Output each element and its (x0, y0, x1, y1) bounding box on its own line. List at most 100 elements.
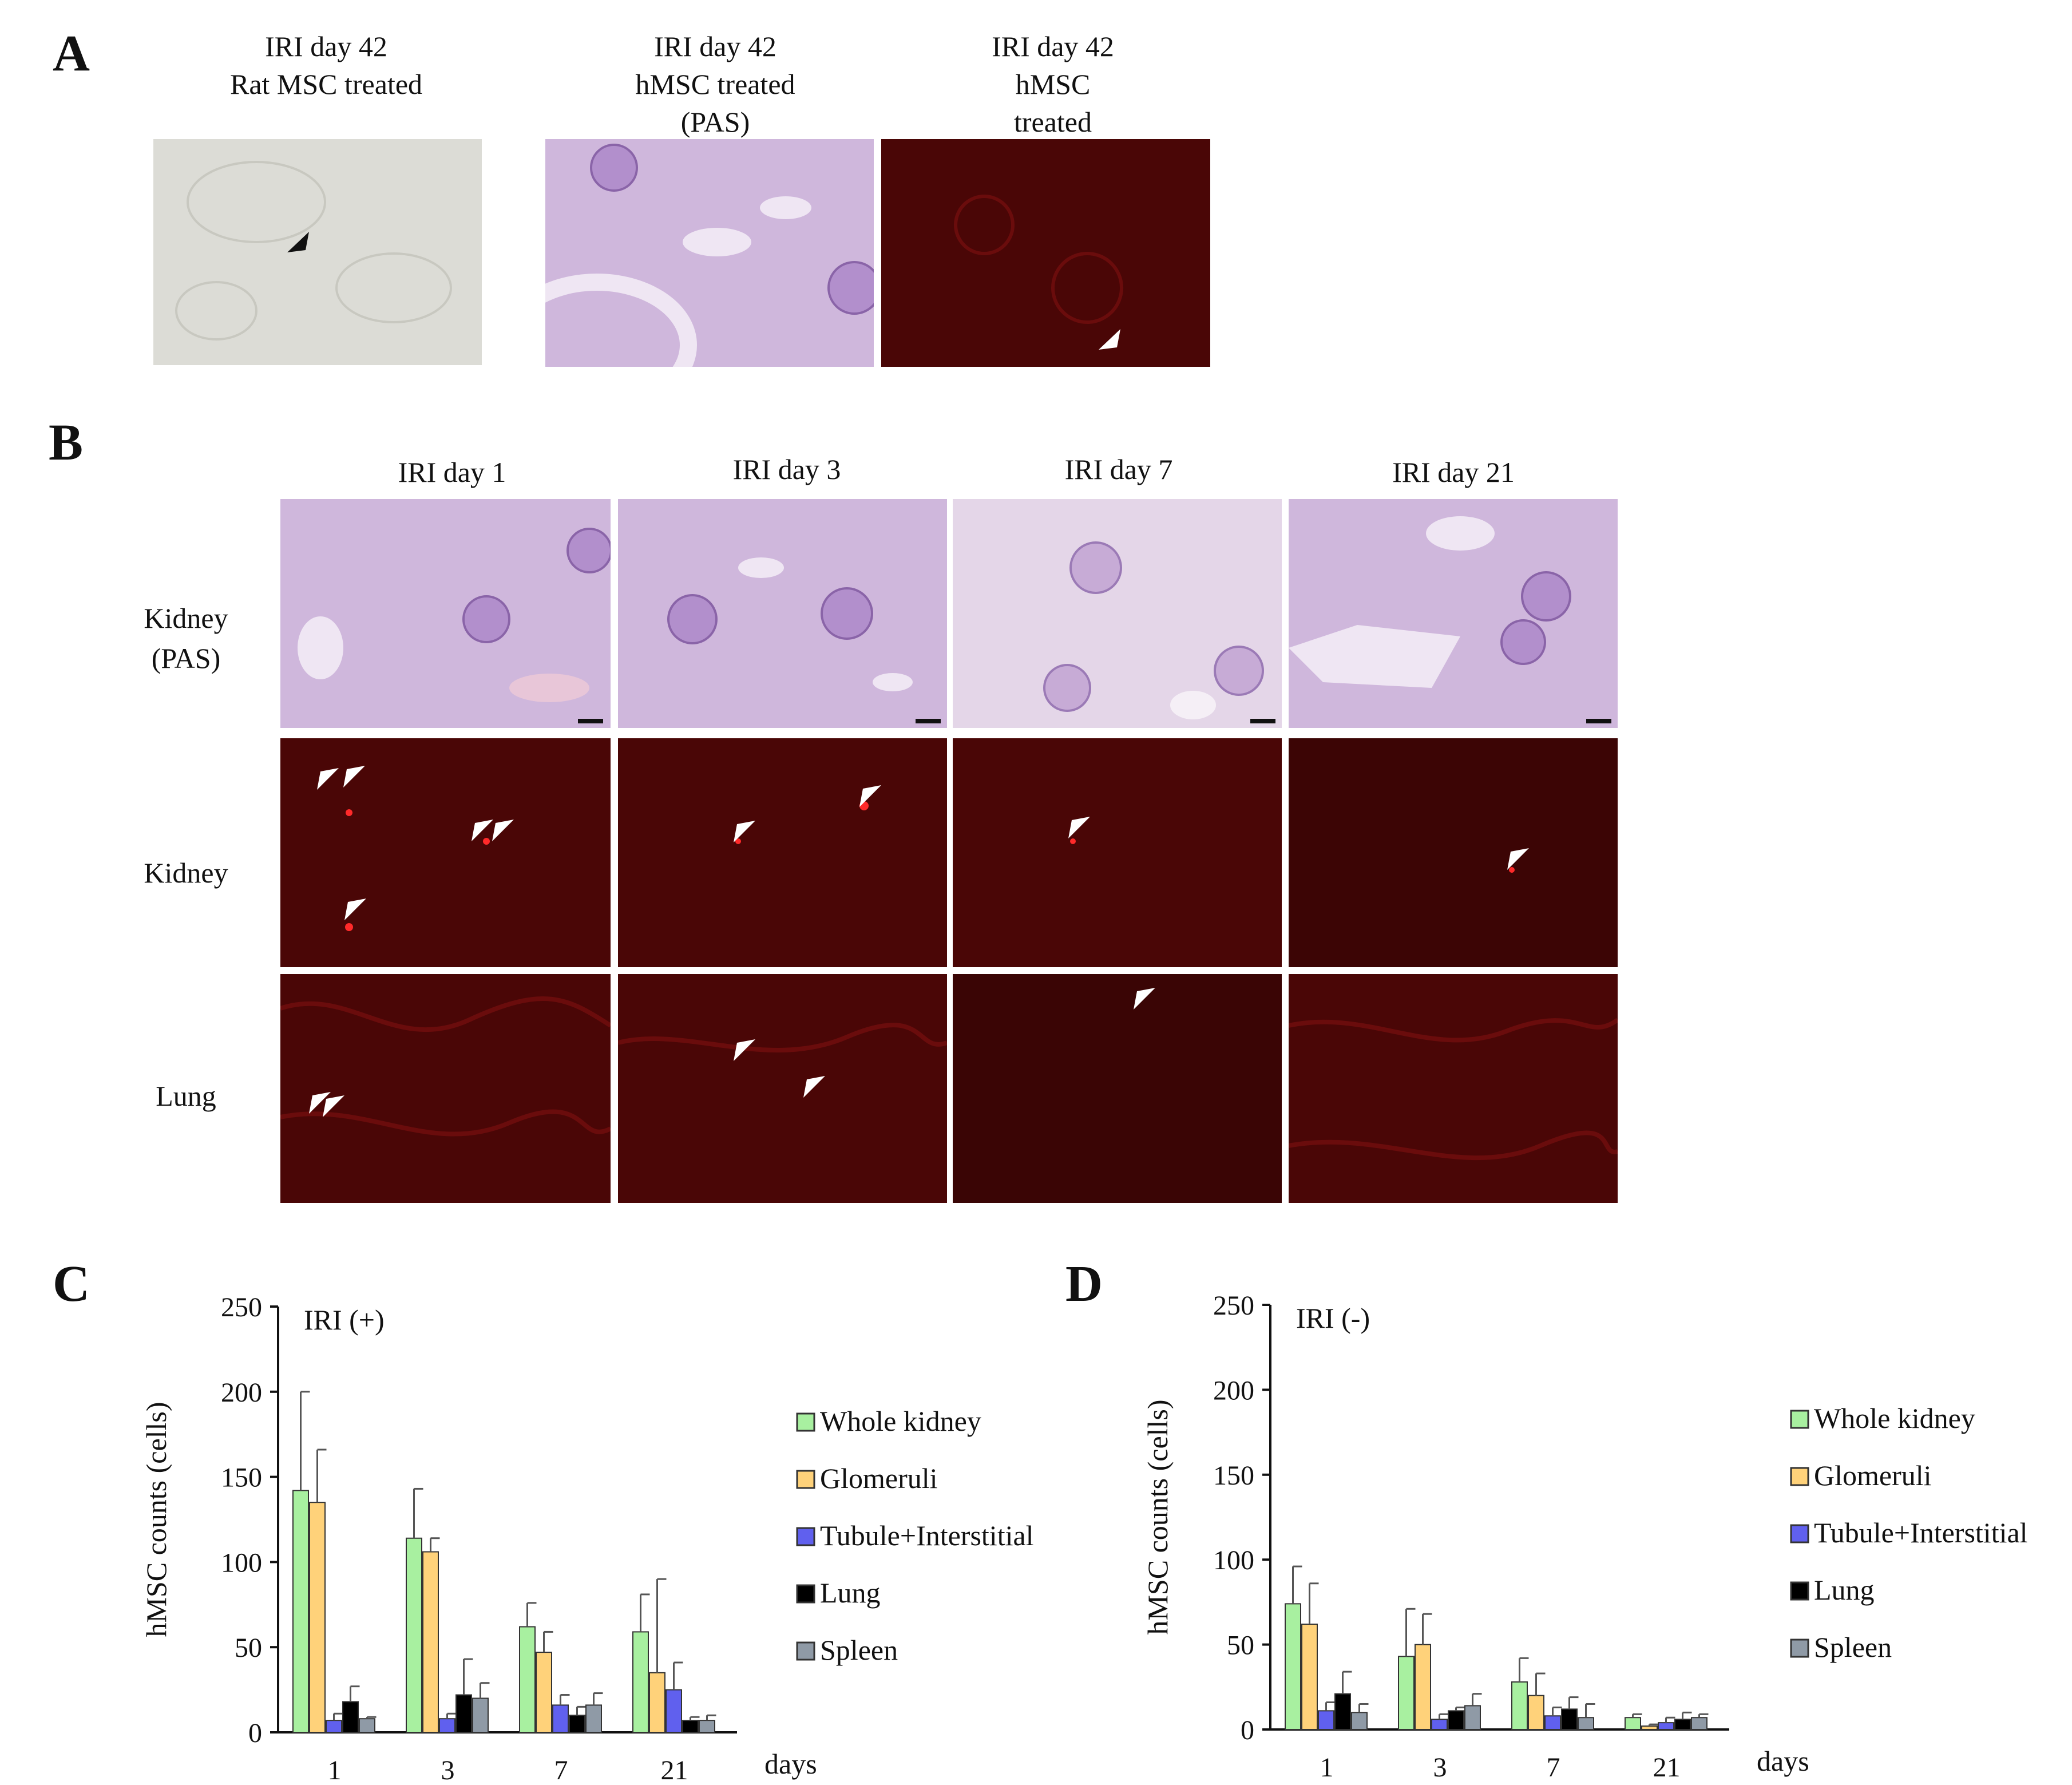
row-label-line: Kidney (144, 857, 228, 889)
bar (292, 1490, 309, 1733)
y-tick-label: 100 (1213, 1545, 1254, 1576)
legend-swatch (1790, 1581, 1809, 1601)
arrowhead-icon (734, 1039, 755, 1061)
bar (1351, 1712, 1368, 1731)
y-tick-label: 200 (1213, 1375, 1254, 1406)
arrowhead-icon (343, 766, 365, 787)
arrowhead-icon (1134, 988, 1155, 1010)
tissue-texture (1289, 516, 1571, 688)
tissue-texture (280, 996, 611, 1137)
y-tick-label: 50 (1227, 1630, 1254, 1661)
bar (1528, 1695, 1544, 1731)
legend-label: Tubule+Interstitial (1814, 1517, 2028, 1549)
tissue-texture (175, 161, 452, 341)
y-tick-label: 0 (248, 1718, 262, 1748)
bar-chart-iri-positive: 0 50 100 150 200 250 hMSC counts (cells) IRI (+… (140, 1292, 1034, 1785)
micrograph-kidney-fluor-day7 (953, 738, 1282, 967)
caption-line: treated (1013, 106, 1092, 138)
y-tick-label: 250 (1213, 1291, 1254, 1321)
micrograph-kidney-pas-day1 (280, 499, 611, 728)
bar (1544, 1715, 1561, 1730)
arrowhead-icon (734, 821, 755, 842)
tissue-texture (1043, 541, 1264, 719)
y-axis-label: hMSC counts (cells) (1142, 1399, 1174, 1634)
micrograph-brightfield (153, 139, 482, 365)
column-header: IRI day 3 (732, 453, 841, 485)
micrograph-kidney-pas-day3 (618, 499, 947, 728)
bar (1448, 1710, 1464, 1730)
panel-label-d: D (1065, 1256, 1103, 1312)
arrowhead-icon (1068, 817, 1090, 838)
micrograph-kidney-pas-day21 (1289, 499, 1618, 728)
bar (1691, 1717, 1707, 1730)
x-tick-label: 1 (1320, 1752, 1334, 1783)
row-label: Kidney (106, 853, 266, 893)
tissue-texture (1289, 1018, 1618, 1161)
row-label-line: (PAS) (151, 642, 221, 674)
tissue-texture (735, 801, 869, 844)
scale-bar (1250, 719, 1275, 723)
y-tick-label: 250 (221, 1292, 262, 1323)
legend-swatch (1790, 1524, 1809, 1543)
bar (309, 1502, 326, 1733)
tissue-texture (298, 528, 611, 702)
tissue-texture (345, 809, 490, 931)
tissue-texture (545, 144, 874, 367)
legend-label: Glomeruli (820, 1462, 938, 1494)
micrograph-kidney-fluor-day3 (618, 738, 947, 967)
row-label: Lung (106, 1076, 266, 1116)
arrowhead-icon (492, 820, 514, 841)
bar (472, 1697, 489, 1733)
bar (1398, 1656, 1415, 1730)
x-tick-label: 3 (1433, 1752, 1447, 1783)
micrograph-kidney-fluor-day21 (1289, 738, 1618, 967)
legend-swatch (796, 1584, 815, 1604)
micrograph-lung-fluor-day3 (618, 974, 947, 1203)
bar (1578, 1717, 1594, 1730)
bar-chart-iri-negative: 0 50 100 150 200 250 hMSC counts (cells) IRI (-… (1142, 1291, 2028, 1783)
bar (359, 1718, 375, 1733)
bar (455, 1694, 472, 1733)
caption-line: hMSC (1015, 68, 1091, 100)
bar (342, 1701, 359, 1733)
micrograph-lung-fluor-day7 (953, 974, 1282, 1203)
y-axis-label: hMSC counts (cells) (140, 1402, 172, 1637)
row-label-line: Kidney (144, 602, 228, 634)
arrowhead-icon (1099, 329, 1120, 350)
tissue-texture (1509, 867, 1515, 873)
y-tick-label: 50 (235, 1633, 262, 1663)
y-tick-label: 150 (221, 1463, 262, 1493)
legend-swatch (1790, 1410, 1809, 1429)
panel-label-b: B (49, 414, 84, 471)
bar (585, 1704, 602, 1733)
column-header: IRI day 21 (1392, 456, 1515, 488)
x-tick-label: 21 (661, 1755, 688, 1785)
x-axis-label: days (764, 1748, 817, 1780)
legend-label: Tubule+Interstitial (820, 1519, 1034, 1552)
bar (682, 1720, 699, 1733)
legend-label: Glomeruli (1814, 1459, 1932, 1491)
scale-bar (578, 719, 603, 723)
legend-label: Whole kidney (1814, 1402, 1975, 1434)
bar (1674, 1719, 1691, 1731)
bar (1415, 1644, 1431, 1730)
panel-label-a: A (53, 25, 90, 82)
tissue-texture (667, 557, 913, 691)
legend-label: Lung (820, 1577, 881, 1609)
panel-label-c: C (53, 1256, 90, 1312)
arrowhead-icon (1507, 848, 1529, 870)
column-header: IRI day 7 (1064, 453, 1173, 485)
caption-line: IRI day 42 (992, 30, 1114, 62)
legend-label: Spleen (1814, 1631, 1892, 1663)
row-label-line: Lung (156, 1080, 216, 1112)
bar (1334, 1693, 1351, 1730)
arrowhead-icon (323, 1095, 344, 1117)
legend-swatch (796, 1641, 815, 1661)
panel-a-caption-1: IRI day 42 Rat MSC treated (172, 27, 481, 103)
bar (1431, 1719, 1448, 1731)
bar (519, 1626, 536, 1733)
bar (1561, 1708, 1578, 1730)
bar (439, 1718, 455, 1733)
legend-swatch (796, 1470, 815, 1489)
bar (665, 1689, 682, 1733)
